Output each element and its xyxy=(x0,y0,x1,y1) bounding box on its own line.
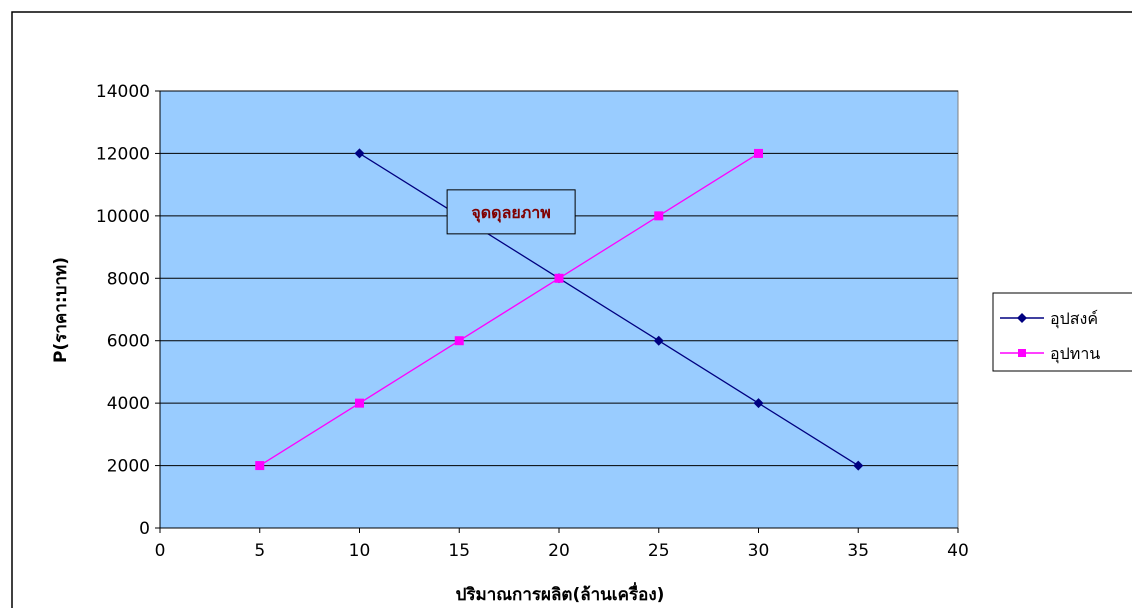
legend-marker-demand xyxy=(1017,313,1027,323)
x-axis-title: ปริมาณการผลิต(ล้านเครื่อง) xyxy=(456,582,665,605)
y-tick-label-4000: 4000 xyxy=(107,394,150,414)
series-1-point-1 xyxy=(355,398,364,408)
x-tick-label-0: 0 xyxy=(155,541,166,561)
series-0-point-4 xyxy=(753,398,764,409)
legend: อุปสงค์ อุปทาน xyxy=(992,292,1132,372)
series-line-1 xyxy=(259,152,759,467)
x-tick-labels: 0 5 10 15 20 25 30 35 40 xyxy=(155,541,969,561)
x-tick-label-40: 40 xyxy=(947,541,969,561)
gridlines xyxy=(160,90,958,467)
equilibrium-annotation: จุดดุลยภาพ xyxy=(446,189,576,235)
series-1-point-0 xyxy=(255,461,265,471)
series-0-point-3 xyxy=(653,335,664,346)
legend-label-demand: อุปสงค์ xyxy=(1050,309,1098,329)
series-0-point-5 xyxy=(853,460,864,471)
x-tick-label-20: 20 xyxy=(548,541,570,561)
legend-label-supply: อุปทาน xyxy=(1050,344,1100,364)
x-tick-label-30: 30 xyxy=(748,541,770,561)
y-tick-label-2000: 2000 xyxy=(107,457,150,477)
x-tick-label-35: 35 xyxy=(847,541,869,561)
plot-area xyxy=(159,90,959,529)
series-1-point-4 xyxy=(654,211,664,221)
annotation-label: จุดดุลยภาพ xyxy=(471,203,550,223)
y-tick-label-8000: 8000 xyxy=(107,269,150,289)
annotation-box xyxy=(446,189,576,235)
x-tick-label-25: 25 xyxy=(648,541,670,561)
y-tick-label-6000: 6000 xyxy=(107,332,150,352)
y-axis-title: P(ราคา:บาท) xyxy=(51,257,71,363)
y-tick-label-0: 0 xyxy=(139,519,150,539)
series-1-point-5 xyxy=(754,148,763,158)
series-0-point-0 xyxy=(354,148,365,159)
legend-box xyxy=(992,292,1132,372)
series-1-point-3 xyxy=(554,273,564,283)
x-tick-label-5: 5 xyxy=(254,541,265,561)
series-1-point-2 xyxy=(454,336,464,346)
x-tick-label-10: 10 xyxy=(349,541,371,561)
legend-marker-supply xyxy=(1018,349,1026,357)
y-tick-label-10000: 10000 xyxy=(96,207,150,227)
x-tick-label-15: 15 xyxy=(448,541,470,561)
series-line-0 xyxy=(359,152,859,467)
axes xyxy=(155,90,959,533)
series-group xyxy=(255,148,864,471)
y-tick-labels: 0 2000 4000 6000 8000 10000 12000 14000 xyxy=(96,82,150,539)
y-tick-label-12000: 12000 xyxy=(96,144,150,164)
y-tick-label-14000: 14000 xyxy=(96,82,150,102)
